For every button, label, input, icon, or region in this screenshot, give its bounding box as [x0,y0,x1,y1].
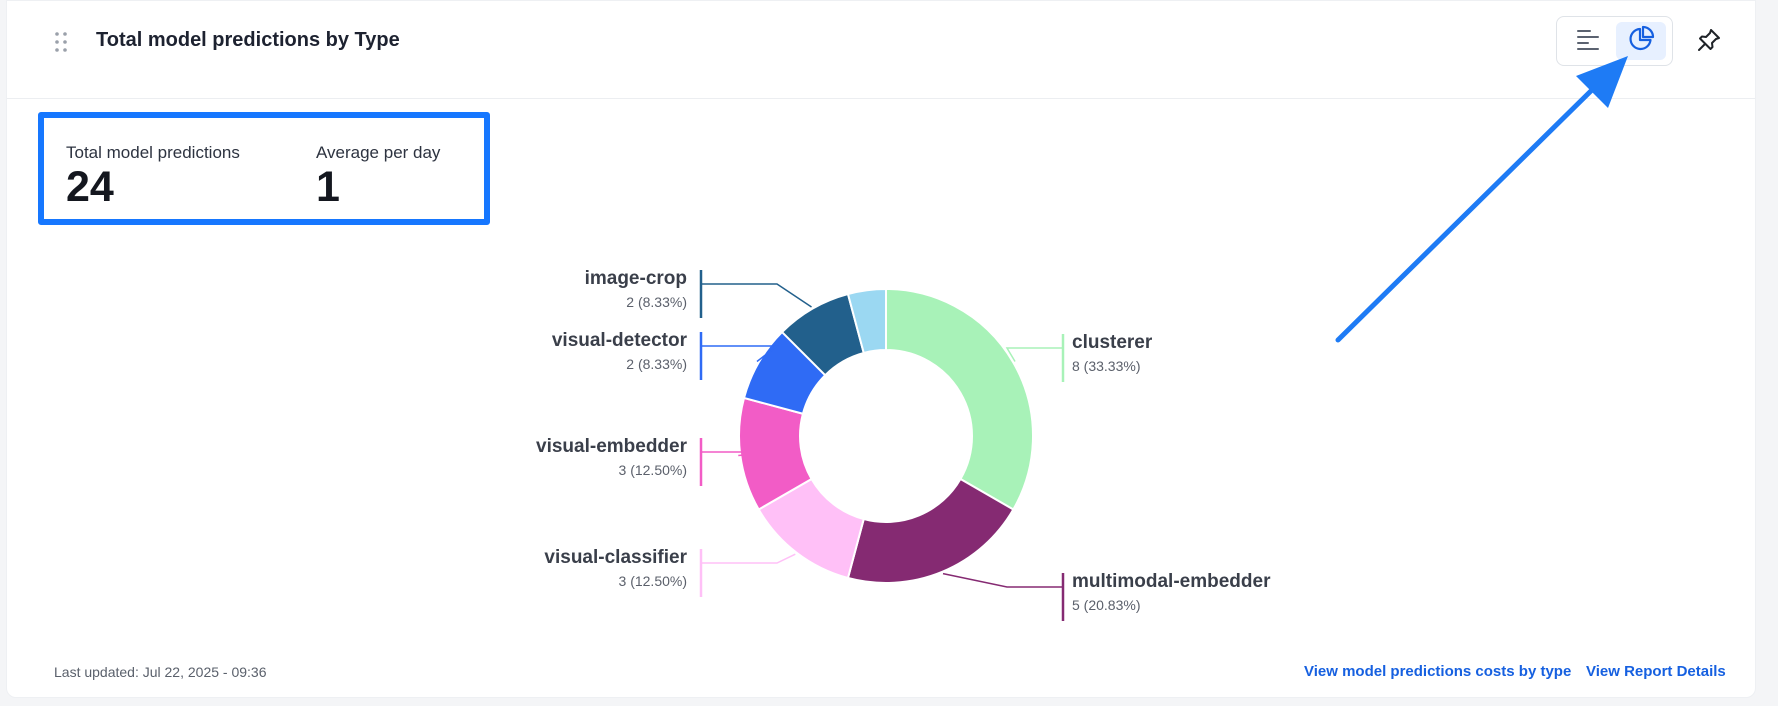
pie-chart-icon [1627,25,1655,58]
pin-button[interactable] [1692,25,1726,59]
drag-handle-icon[interactable] [53,31,69,53]
total-predictions-value: 24 [66,163,114,211]
pin-icon [1696,27,1722,58]
view-costs-link[interactable]: View model predictions costs by type [1304,663,1572,680]
donut-slice-multimodal-embedder[interactable] [846,477,1015,585]
stats-highlight-box: Total model predictions 24 Average per d… [38,112,490,225]
total-predictions-label: Total model predictions [66,143,240,162]
view-toggle [1556,16,1673,66]
total-predictions-stat: Total model predictions 24 [66,143,240,210]
donut-slice-clusterer[interactable] [885,287,1034,511]
widget-header: Total model predictions by Type [7,1,1755,99]
donut-slice-other[interactable] [846,287,887,355]
view-report-details-link[interactable]: View Report Details [1586,663,1726,680]
average-per-day-stat: Average per day 1 [316,143,440,210]
widget-title: Total model predictions by Type [96,29,400,51]
last-updated-text: Last updated: Jul 22, 2025 - 09:36 [54,664,267,680]
list-view-button[interactable] [1563,22,1613,60]
pie-view-button[interactable] [1616,22,1666,60]
average-per-day-value: 1 [316,163,340,211]
average-per-day-label: Average per day [316,143,441,162]
bar-list-icon [1575,26,1601,57]
